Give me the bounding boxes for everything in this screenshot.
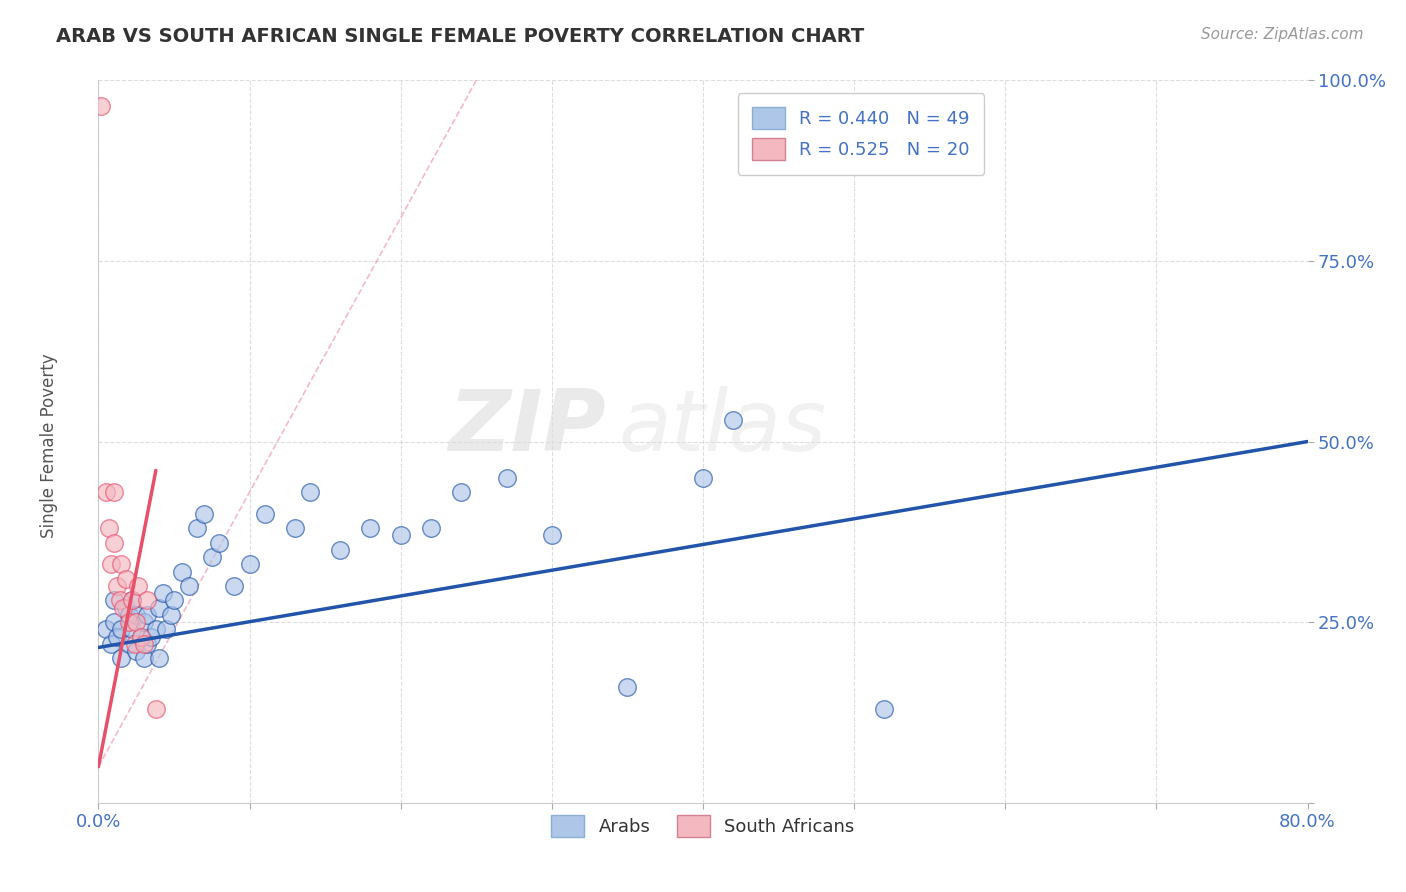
Point xyxy=(110,623,132,637)
Point xyxy=(103,535,125,549)
Point xyxy=(284,521,307,535)
Point xyxy=(148,651,170,665)
Point xyxy=(723,413,745,427)
Point xyxy=(186,521,208,535)
Point xyxy=(170,565,193,579)
Point xyxy=(121,593,143,607)
Point xyxy=(224,579,246,593)
Point xyxy=(141,630,163,644)
Point xyxy=(118,637,141,651)
Point xyxy=(111,600,134,615)
Point xyxy=(118,607,141,622)
Point xyxy=(420,521,443,535)
Point xyxy=(389,528,412,542)
Text: ZIP: ZIP xyxy=(449,385,606,468)
Point xyxy=(329,542,352,557)
Point xyxy=(110,558,132,572)
Point xyxy=(114,600,136,615)
Point xyxy=(90,98,112,112)
Point xyxy=(135,593,157,607)
Point xyxy=(125,615,148,630)
Point xyxy=(125,607,148,622)
Point xyxy=(163,593,186,607)
Point xyxy=(127,579,149,593)
Point xyxy=(495,470,517,484)
Point xyxy=(110,651,132,665)
Point xyxy=(873,702,896,716)
Point xyxy=(114,572,136,586)
Point xyxy=(450,485,472,500)
Point xyxy=(692,470,714,484)
Text: atlas: atlas xyxy=(619,385,827,468)
Point xyxy=(100,637,122,651)
Point xyxy=(132,637,155,651)
Point xyxy=(160,607,183,622)
Point xyxy=(94,623,117,637)
Point xyxy=(360,521,382,535)
Point xyxy=(125,644,148,658)
Point xyxy=(124,637,146,651)
Point xyxy=(121,593,143,607)
Point xyxy=(94,485,117,500)
Point xyxy=(145,623,167,637)
Point xyxy=(129,630,152,644)
Point xyxy=(98,521,121,535)
Point xyxy=(155,623,177,637)
Point xyxy=(105,630,128,644)
Point xyxy=(148,600,170,615)
Point xyxy=(239,558,262,572)
Point xyxy=(145,702,167,716)
Point xyxy=(253,507,276,521)
Point xyxy=(135,607,157,622)
Text: ARAB VS SOUTH AFRICAN SINGLE FEMALE POVERTY CORRELATION CHART: ARAB VS SOUTH AFRICAN SINGLE FEMALE POVE… xyxy=(56,27,865,45)
Point xyxy=(100,558,122,572)
Text: Source: ZipAtlas.com: Source: ZipAtlas.com xyxy=(1201,27,1364,42)
Point xyxy=(129,630,152,644)
Point xyxy=(105,579,128,593)
Point xyxy=(103,593,125,607)
Point xyxy=(103,615,125,630)
Point xyxy=(108,593,131,607)
Point xyxy=(135,637,157,651)
Point xyxy=(179,579,201,593)
Text: Single Female Poverty: Single Female Poverty xyxy=(41,354,58,538)
Point xyxy=(193,507,215,521)
Point xyxy=(118,615,141,630)
Point xyxy=(152,586,174,600)
Point xyxy=(201,550,224,565)
Legend: Arabs, South Africans: Arabs, South Africans xyxy=(544,808,862,845)
Point xyxy=(299,485,322,500)
Point xyxy=(121,623,143,637)
Point xyxy=(103,485,125,500)
Point xyxy=(616,680,638,694)
Point xyxy=(208,535,231,549)
Point xyxy=(540,528,562,542)
Point xyxy=(132,651,155,665)
Point xyxy=(132,615,155,630)
